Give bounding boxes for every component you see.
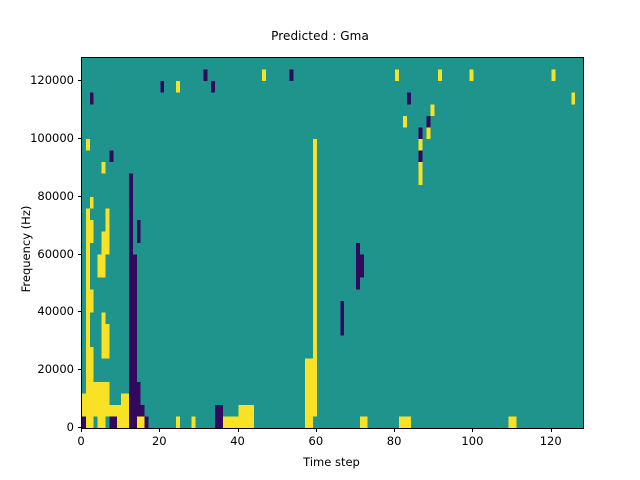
x-tick-label: 40 (230, 434, 245, 448)
x-tick-label: 80 (386, 434, 402, 448)
x-tick-mark (237, 428, 239, 432)
y-tick-label: 100000 (30, 130, 74, 145)
y-tick-label: 20000 (37, 362, 74, 377)
x-tick-mark (81, 428, 82, 432)
heatmap-canvas (82, 58, 583, 428)
y-tick-mark (77, 137, 81, 139)
x-tick-mark (472, 428, 474, 432)
heatmap-plot-area (81, 57, 584, 429)
y-tick-label: 120000 (30, 73, 74, 88)
y-tick-label: 60000 (37, 246, 74, 261)
y-tick-mark (77, 80, 81, 82)
x-tick-mark (159, 428, 161, 432)
y-tick-label: 40000 (37, 304, 74, 319)
x-tick-mark (550, 428, 552, 432)
y-tick-mark (77, 253, 81, 255)
x-tick-label: 120 (539, 434, 562, 448)
y-tick-mark (77, 427, 81, 428)
x-axis-label: Time step (303, 455, 360, 469)
page-title: Predicted : Gma (271, 29, 369, 43)
y-tick-mark (77, 195, 81, 197)
y-axis-label: Frequency (Hz) (19, 205, 33, 293)
y-tick-mark (77, 311, 81, 313)
y-tick-label: 80000 (37, 188, 74, 203)
x-tick-mark (394, 428, 396, 432)
x-tick-label: 0 (77, 434, 85, 448)
y-tick-mark (77, 369, 81, 371)
x-tick-label: 60 (308, 434, 324, 448)
y-tick-label: 0 (66, 420, 74, 434)
x-tick-mark (315, 428, 317, 432)
x-tick-label: 20 (151, 434, 167, 448)
x-tick-label: 100 (461, 434, 484, 448)
